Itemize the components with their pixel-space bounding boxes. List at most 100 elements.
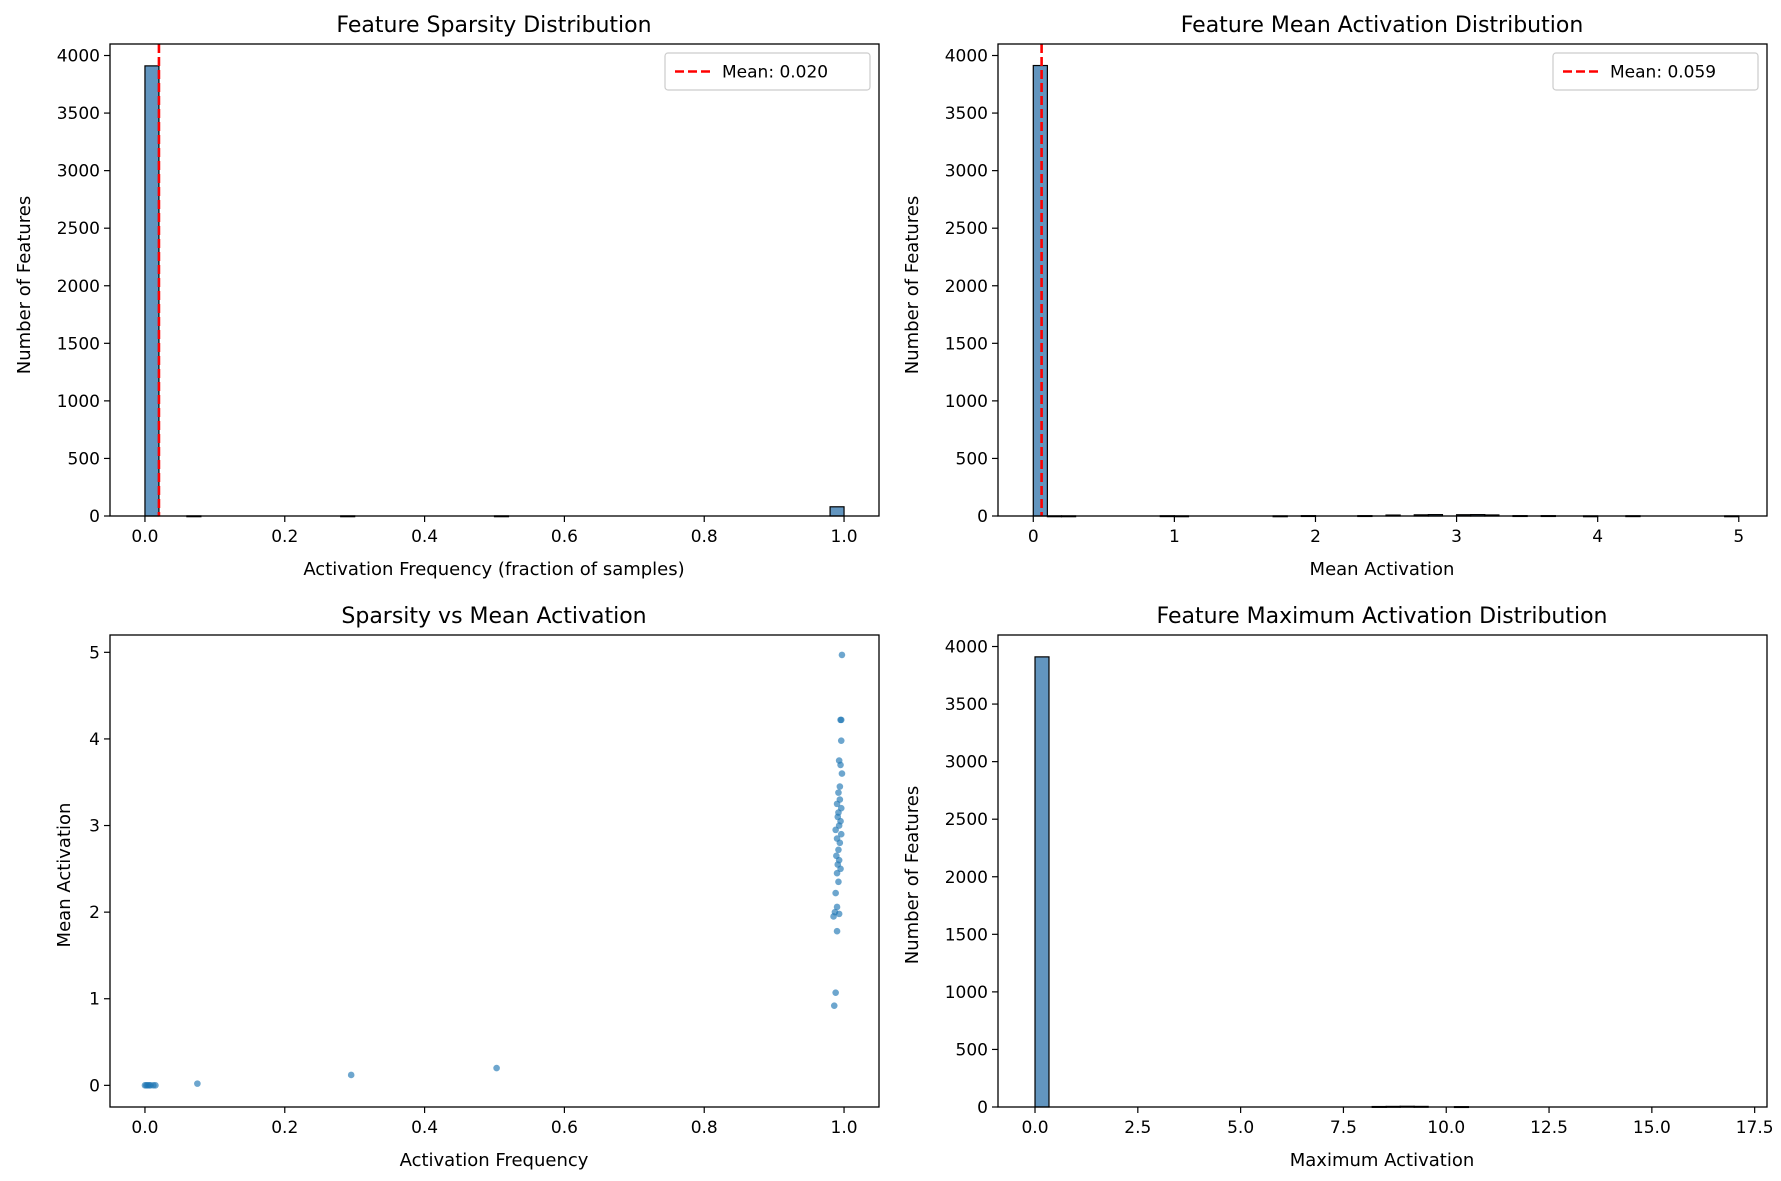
x-tick-label: 0 bbox=[1028, 527, 1039, 547]
x-tick-label: 1 bbox=[1169, 527, 1180, 547]
panel-max-activation-histogram: Feature Maximum Activation Distribution … bbox=[902, 604, 1774, 1171]
scatter-point bbox=[493, 1064, 500, 1072]
histogram-bar bbox=[144, 65, 160, 517]
x-tick-label: 3 bbox=[1451, 527, 1462, 547]
scatter-point bbox=[838, 770, 846, 777]
axes-frame bbox=[997, 634, 1768, 1108]
scatter-point bbox=[835, 757, 843, 764]
chart-title: Feature Sparsity Distribution bbox=[336, 13, 651, 38]
scatter-point bbox=[837, 716, 845, 724]
scatter-point bbox=[832, 889, 839, 897]
scatter-point bbox=[830, 1002, 838, 1009]
y-tick-label: 1000 bbox=[945, 983, 988, 1003]
legend-box bbox=[664, 52, 871, 91]
y-tick-label: 1500 bbox=[945, 334, 988, 354]
scatter-point bbox=[838, 651, 846, 659]
y-tick-label: 4000 bbox=[945, 47, 988, 67]
panel-sparsity-histogram: Feature Sparsity Distribution Activation… bbox=[14, 13, 880, 580]
x-tick-label: 15.0 bbox=[1633, 1118, 1671, 1138]
y-tick-label: 2500 bbox=[945, 219, 988, 239]
y-tick-label: 1500 bbox=[945, 925, 988, 945]
y-tick-label: 3500 bbox=[945, 695, 988, 715]
histogram-bar bbox=[829, 506, 845, 517]
scatter-point bbox=[833, 903, 841, 911]
y-axis-label: Number of Features bbox=[902, 786, 923, 965]
y-tick-label: 2500 bbox=[945, 810, 988, 830]
x-axis-label: Mean Activation bbox=[1310, 559, 1455, 580]
y-tick-label: 3 bbox=[89, 817, 100, 837]
x-tick-label: 0.6 bbox=[551, 527, 578, 547]
legend-label: Mean: 0.020 bbox=[722, 63, 828, 83]
y-tick-label: 1500 bbox=[57, 334, 100, 354]
x-axis-label: Maximum Activation bbox=[1290, 1150, 1475, 1171]
y-tick-label: 0 bbox=[89, 1076, 100, 1096]
x-tick-label: 0.2 bbox=[271, 1118, 298, 1138]
chart-title: Feature Maximum Activation Distribution bbox=[1157, 604, 1608, 629]
y-axis-label: Number of Features bbox=[14, 196, 35, 375]
x-axis-label: Activation Frequency bbox=[400, 1150, 589, 1171]
x-tick-label: 1.0 bbox=[831, 527, 858, 547]
y-tick-label: 2500 bbox=[57, 219, 100, 239]
y-tick-label: 2000 bbox=[945, 868, 988, 888]
axes-frame bbox=[997, 43, 1768, 517]
histogram-bar bbox=[1034, 656, 1050, 1108]
y-tick-label: 4000 bbox=[57, 47, 100, 67]
scatter-point bbox=[837, 737, 845, 744]
scatter-point bbox=[835, 878, 842, 886]
legend-box bbox=[1552, 52, 1759, 91]
x-tick-label: 0.4 bbox=[411, 527, 438, 547]
x-tick-label: 5.0 bbox=[1227, 1118, 1254, 1138]
x-tick-label: 4 bbox=[1592, 527, 1603, 547]
x-tick-label: 10.0 bbox=[1427, 1118, 1465, 1138]
legend-label: Mean: 0.059 bbox=[1610, 63, 1716, 83]
y-tick-label: 500 bbox=[68, 449, 100, 469]
x-tick-label: 1.0 bbox=[831, 1118, 858, 1138]
x-tick-label: 5 bbox=[1733, 527, 1744, 547]
y-tick-label: 500 bbox=[956, 449, 988, 469]
scatter-point bbox=[836, 796, 844, 803]
axes-frame bbox=[109, 634, 880, 1108]
y-tick-label: 3000 bbox=[945, 162, 988, 182]
scatter-point bbox=[837, 804, 845, 812]
x-tick-label: 0.8 bbox=[691, 1118, 718, 1138]
y-tick-label: 1000 bbox=[945, 392, 988, 412]
chart-title: Feature Mean Activation Distribution bbox=[1181, 13, 1584, 38]
scatter-point bbox=[152, 1082, 159, 1089]
scatter-point bbox=[833, 852, 840, 860]
x-tick-label: 0.6 bbox=[551, 1118, 578, 1138]
scatter-point bbox=[833, 835, 841, 842]
x-axis-label: Activation Frequency (fraction of sample… bbox=[303, 559, 684, 580]
y-tick-label: 0 bbox=[977, 507, 988, 527]
x-tick-label: 0.8 bbox=[691, 527, 718, 547]
scatter-point bbox=[835, 910, 843, 918]
x-tick-label: 2.5 bbox=[1124, 1118, 1151, 1138]
y-tick-label: 1000 bbox=[57, 392, 100, 412]
x-tick-label: 0.2 bbox=[271, 527, 298, 547]
x-tick-label: 0.0 bbox=[131, 527, 158, 547]
plot-area: 0.0 2.5 5.0 7.5 10.0 12.5 15.0 17.5 0 500 1000 1500… bbox=[945, 634, 1774, 1138]
scatter-point bbox=[835, 846, 842, 854]
x-tick-label: 2 bbox=[1310, 527, 1321, 547]
x-tick-label: 12.5 bbox=[1530, 1118, 1568, 1138]
y-tick-label: 3500 bbox=[945, 104, 988, 124]
y-tick-label: 500 bbox=[956, 1040, 988, 1060]
y-tick-label: 3000 bbox=[945, 753, 988, 773]
y-tick-label: 2000 bbox=[57, 277, 100, 297]
y-tick-label: 3000 bbox=[57, 162, 100, 182]
scatter-point bbox=[837, 830, 845, 838]
plot-area: 0.0 0.2 0.4 0.6 0.8 1.0 0 500 1000 1500 2000 2500 30… bbox=[57, 43, 880, 547]
scatter-point bbox=[194, 1080, 201, 1087]
y-tick-label: 2000 bbox=[945, 277, 988, 297]
y-tick-label: 2 bbox=[89, 903, 100, 923]
plot-area: 0 1 2 3 4 5 0 500 1000 1500 2000 2500 3000 3500 4000 Me… bbox=[945, 43, 1768, 547]
scatter-point bbox=[347, 1071, 355, 1079]
x-tick-label: 0.4 bbox=[411, 1118, 438, 1138]
y-tick-label: 3500 bbox=[57, 104, 100, 124]
panel-sparsity-vs-mean-scatter: Sparsity vs Mean Activation Activation F… bbox=[54, 604, 880, 1171]
scatter-point bbox=[836, 783, 844, 790]
axes-frame bbox=[109, 43, 880, 517]
scatter-point bbox=[835, 789, 842, 796]
scatter-point bbox=[833, 927, 841, 935]
chart-title: Sparsity vs Mean Activation bbox=[341, 604, 646, 629]
